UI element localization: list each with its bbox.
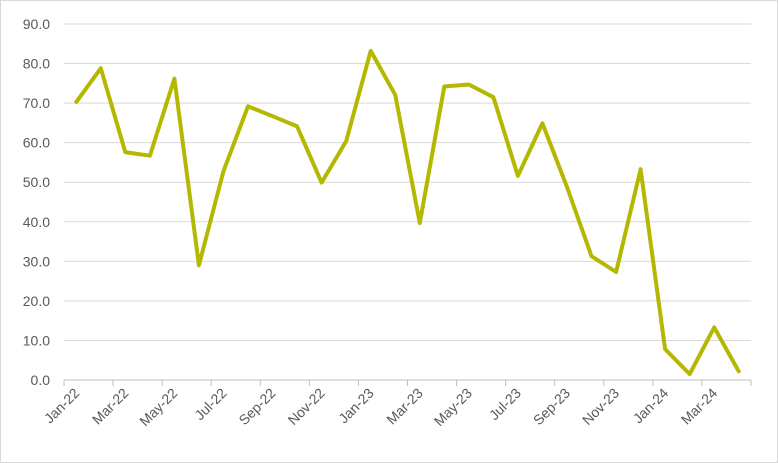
x-tick-label: Sep-23 [530, 385, 573, 428]
data-point [541, 122, 543, 124]
data-point [615, 271, 617, 273]
y-tick-labels: 0.0 10.0 20.0 30.0 40.0 50.0 60.0 70.0 80.0 90.0 [23, 16, 50, 388]
x-tick-label: Nov-23 [579, 385, 622, 428]
data-point [345, 140, 347, 142]
y-tick-label: 90.0 [23, 16, 50, 32]
x-tick-label: Mar-23 [383, 385, 426, 428]
data-point [173, 78, 175, 80]
x-tick-label: Mar-22 [89, 385, 132, 428]
data-point [321, 182, 323, 184]
data-point [517, 175, 519, 177]
gridlines [64, 23, 751, 341]
x-axis [63, 379, 752, 386]
data-point [492, 96, 494, 98]
x-tick-label: May-23 [431, 385, 475, 429]
data-point [591, 255, 593, 257]
x-tick-label: May-22 [136, 385, 180, 429]
data-point [222, 170, 224, 172]
data-point [664, 348, 666, 350]
y-tick-label: 40.0 [23, 214, 50, 230]
x-tick-labels: Jan-22 Mar-22 May-22 Jul-22 Sep-22 Nov-22 Jan-… [41, 385, 721, 429]
data-point [640, 168, 642, 170]
data-point [713, 326, 715, 328]
data-point [443, 85, 445, 87]
series-line [74, 48, 741, 377]
x-tick-label: Jan-24 [630, 385, 672, 427]
x-tick-label: Jan-22 [41, 385, 83, 427]
data-point [738, 370, 740, 372]
x-tick-label: Nov-22 [285, 385, 328, 428]
y-tick-label: 70.0 [23, 95, 50, 111]
data-point [370, 50, 372, 52]
data-point [689, 373, 691, 375]
x-tick-label: Jul-22 [191, 385, 229, 423]
data-point [566, 186, 568, 188]
data-point [272, 115, 274, 117]
y-tick-label: 50.0 [23, 174, 50, 190]
data-point [100, 67, 102, 69]
y-tick-label: 30.0 [23, 253, 50, 269]
y-tick-label: 60.0 [23, 135, 50, 151]
data-point [247, 105, 249, 107]
y-tick-label: 80.0 [23, 56, 50, 72]
data-point [419, 222, 421, 224]
x-tick-label: Jan-23 [335, 385, 377, 427]
data-point [75, 101, 77, 103]
y-tick-label: 20.0 [23, 293, 50, 309]
series-layer [74, 48, 741, 377]
x-tick-label: Mar-24 [678, 385, 721, 428]
data-point [468, 84, 470, 86]
data-point [296, 125, 298, 127]
data-point [394, 94, 396, 96]
x-tick-label: Sep-22 [235, 385, 278, 428]
data-point [124, 151, 126, 153]
y-tick-label: 0.0 [31, 372, 51, 388]
data-point [198, 264, 200, 266]
y-tick-label: 10.0 [23, 332, 50, 348]
x-tick-label: Jul-23 [486, 385, 524, 423]
data-point [149, 155, 151, 157]
